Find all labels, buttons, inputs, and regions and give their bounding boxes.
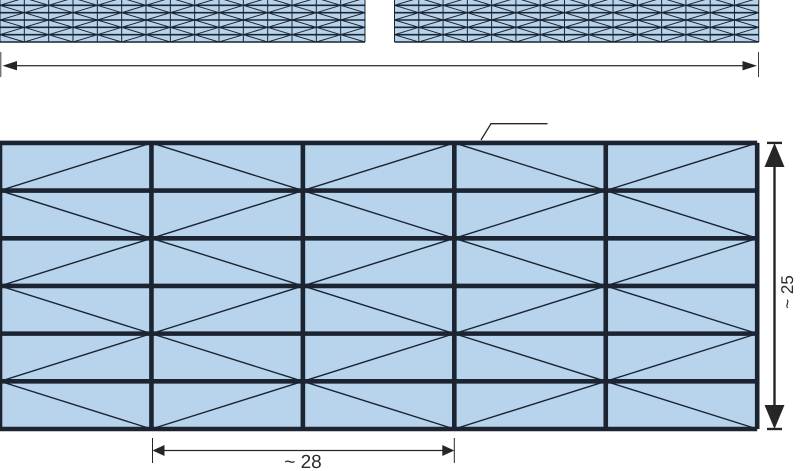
svg-text:~ 28: ~ 28 <box>284 452 322 471</box>
svg-text:~ 25: ~ 25 <box>778 275 797 309</box>
